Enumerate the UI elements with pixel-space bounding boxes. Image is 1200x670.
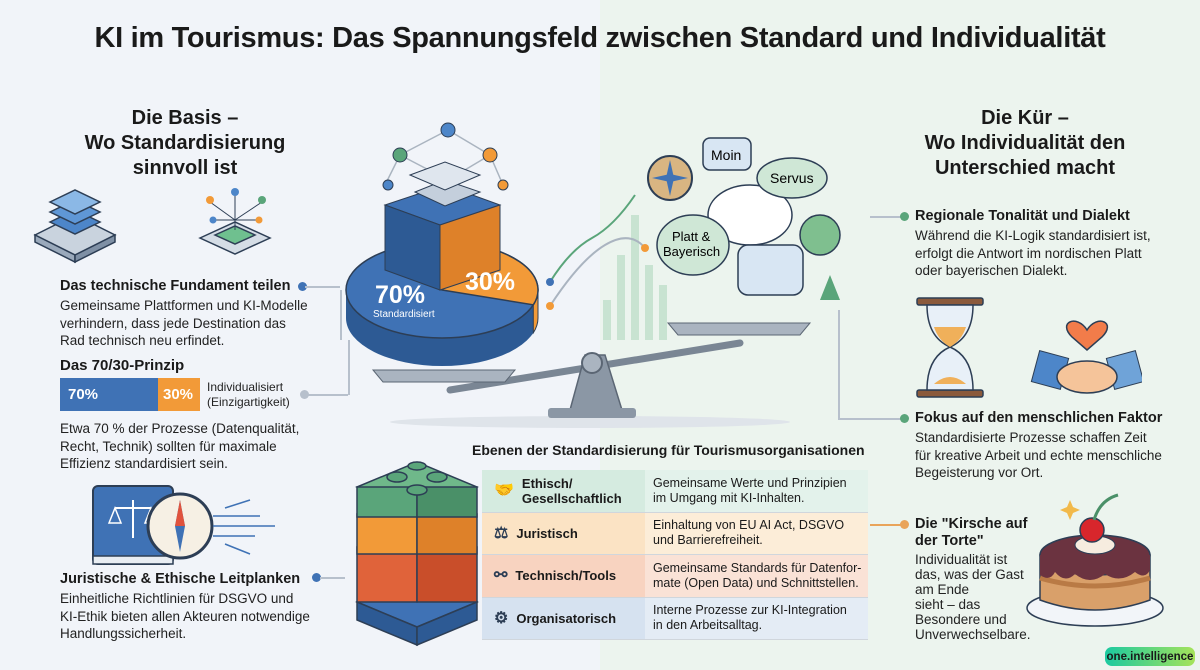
connector-dot [900,520,909,529]
connector-line [870,216,902,218]
page-title: KI im Tourismus: Das Spannungsfeld zwisc… [94,22,1106,54]
pie-chart-3d: 70% Standardisiert 30% [345,161,539,366]
fundament-body: Gemeinsame Plattformen und KI-Modelle ve… [60,298,308,348]
fundament-title: Das technische Fundament teilen [60,278,291,294]
connector-dot [900,212,909,221]
bubble-platt: Platt & [672,229,711,244]
one-intelligence-logo: one.intelligence [1105,647,1195,666]
cake-cherry-icon [1026,493,1164,627]
faktor-title: Fokus auf den menschlichen Faktor [915,410,1163,426]
pie-standard-sub: Standardisiert [373,309,435,320]
bubble-bayerisch: Bayerisch [663,244,720,259]
row-description: Gemeinsame Standards für Datenfor-mate (… [645,555,868,597]
row-description: Einhaltung von EU AI Act, DSGVO und Barri… [645,512,868,554]
prinzip-legend: Individualisiert (Einzigartigkeit) [207,380,290,409]
scale [371,322,812,418]
connector-line [340,290,342,340]
bar-individual: 30% [158,378,200,411]
leitplanken-body: Einheitliche Richtlinien für DSGVO und K… [60,591,310,641]
connector-dot [900,414,909,423]
connector-line [308,394,348,396]
prinzip-body: Etwa 70 % der Prozesse (Datenqualität, R… [60,421,300,471]
row-description: Gemeinsame Werte und Prinzipien im Umgang… [645,470,868,512]
kirsche-body: Individualität ist das, was der Gast am … [915,552,1031,642]
row-label: ⚖ Juristisch [494,524,578,542]
gavel-icon: ⚖ [494,524,509,542]
table-row: ⚯ Technisch/Tools Gemeinsame Standards für… [482,555,868,598]
table-title: Ebenen der Standardisierung für Tourismu… [472,442,865,458]
hourglass-handshake-icons [916,297,1142,398]
growth-chart-icon [546,194,667,340]
table-row: ⚙ Organisatorisch Interne Prozesse zur KI-… [482,597,868,640]
connector-line [870,524,902,526]
row-label: ⚙ Organisatorisch [494,609,617,627]
balance-scale-illustration: 70% Standardisiert 30% Moin Servus Platt… [345,122,841,428]
hourglass-icon [916,297,984,398]
left-heading: Die Basis – Wo Standardisierung sinnvoll… [84,107,286,179]
prinzip-bar: 70% 30% [60,378,200,411]
connector-line [838,310,840,418]
handshake-heart-icon [1030,320,1142,394]
handshake-icon: 🤝 [494,482,514,500]
connector-dot [300,390,309,399]
row-description: Interne Prozesse zur KI-Integration in de… [645,597,868,639]
standardization-table: 🤝 Ethisch/Gesellschaftlich Gemeinsame Wert… [482,470,868,640]
layers-network-icons [33,188,272,264]
leitplanken-title: Juristische & Ethische Leitplanken [60,571,301,587]
lego-stack-icon [355,461,479,647]
bubble-moin: Moin [711,147,741,163]
prinzip-title: Das 70/30-Prinzip [60,357,185,374]
pie-standard-label: 70% [375,281,425,309]
row-label: ⚯ Technisch/Tools [494,567,617,585]
connector-line [320,577,345,579]
connector-line [305,286,340,288]
network-icon: ⚯ [494,567,508,585]
bubble-servus: Servus [770,170,814,186]
connector-dot [312,573,321,582]
layers-stack-icon [33,189,117,264]
row-label: 🤝 Ethisch/Gesellschaftlich [494,475,622,506]
network-platform-icon [198,188,272,255]
pie-individual-label: 30% [465,268,515,296]
dialekt-body: Während die KI-Logik standardisiert ist,… [915,228,1151,278]
connector-dot [298,282,307,291]
connector-line [838,418,902,420]
faktor-body: Standardisierte Prozesse schaffen Zeit f… [915,430,1162,480]
law-book-compass-icon [92,485,275,565]
dialekt-title: Regionale Tonalität und Dialekt [915,208,1130,224]
table-row: 🤝 Ethisch/Gesellschaftlich Gemeinsame Wert… [482,470,868,513]
speech-bubbles: Moin Servus Platt & Bayerisch [647,137,841,300]
right-heading: Die Kür – Wo Individualität den Untersch… [924,107,1126,179]
kirsche-title: Die "Kirsche auf der Torte" [915,516,1028,549]
bar-standard: 70% [60,378,158,411]
connector-line [348,340,350,395]
gear-cycle-icon: ⚙ [494,609,509,627]
table-row: ⚖ Juristisch Einhaltung von EU AI Act, DSG… [482,512,868,555]
